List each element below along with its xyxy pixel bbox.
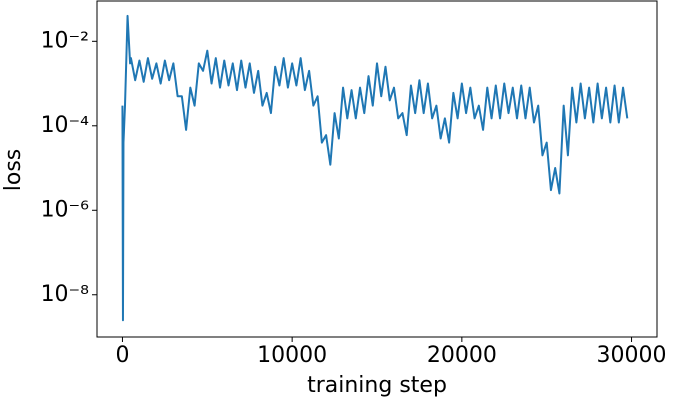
x-tick-label: 0 [115,343,129,368]
x-tick-label: 10000 [257,343,327,368]
x-axis-label: training step [307,373,447,398]
plot-frame [96,0,658,338]
y-tick-label: 10⁻⁴ [41,113,90,138]
loss-line [121,14,629,322]
y-axis-label: loss [1,149,26,192]
x-tick-label: 30000 [597,343,667,368]
y-tick-label: 10⁻⁸ [41,282,90,307]
y-tick-label: 10⁻² [41,28,89,53]
x-tick-label: 20000 [427,343,497,368]
y-tick-label: 10⁻⁶ [41,197,90,222]
